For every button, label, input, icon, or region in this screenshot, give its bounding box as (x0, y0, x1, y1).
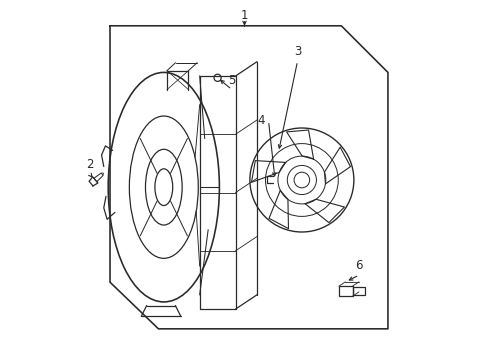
Polygon shape (89, 177, 98, 186)
Text: 5: 5 (228, 74, 235, 87)
Bar (338, 286, 352, 296)
Polygon shape (94, 173, 103, 182)
Text: 1: 1 (240, 9, 248, 22)
Text: 3: 3 (293, 45, 301, 58)
Bar (352, 287, 365, 295)
Text: 6: 6 (355, 259, 362, 272)
Text: 4: 4 (257, 114, 264, 127)
Text: 2: 2 (86, 158, 93, 171)
